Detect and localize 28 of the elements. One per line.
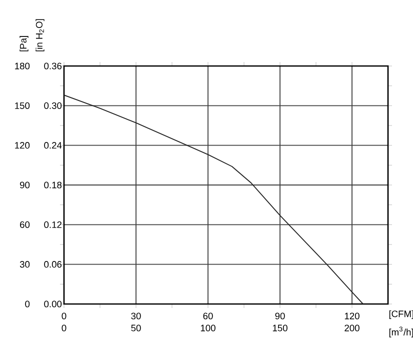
y-tick-label: 90 [20, 182, 30, 188]
y-tick-label: 60 [20, 221, 30, 228]
y-axis-title: [Pa] [20, 36, 28, 52]
y-tick-label: 150 [15, 102, 30, 109]
y2-tick-label: 0.00 [44, 300, 62, 308]
y-tick-label: 180 [15, 62, 30, 70]
x2-tick-label: 200 [344, 324, 360, 332]
y2-tick-label: 0.24 [44, 142, 62, 149]
x2-axis-title: [m$^{3}$/h] [389, 326, 413, 338]
x-axis-title: [CFM] [389, 310, 413, 320]
x-tick-label: 60 [203, 312, 213, 320]
y-tick-label: 30 [20, 261, 30, 268]
x2-tick-label: 0 [62, 324, 66, 332]
x2-tick-label: 150 [272, 324, 288, 332]
x-tick-label: 90 [275, 312, 285, 320]
y2-tick-label: 0.18 [44, 182, 62, 188]
y-tick-label: 120 [15, 142, 30, 149]
y2-tick-label: 0.06 [44, 261, 62, 268]
y2-tick-label: 0.36 [44, 62, 62, 70]
y2-tick-label: 0.30 [44, 102, 62, 109]
x2-tick-label: 100 [200, 324, 216, 332]
y-tick-label: 0 [25, 300, 30, 308]
x-tick-label: 0 [62, 312, 66, 320]
x-tick-label: 30 [131, 312, 141, 320]
x-tick-label: 120 [344, 312, 360, 320]
y2-axis-title: [in H$_{2}$O] [36, 19, 44, 52]
y2-tick-label: 0.12 [44, 221, 62, 228]
x2-tick-label: 50 [131, 324, 141, 332]
